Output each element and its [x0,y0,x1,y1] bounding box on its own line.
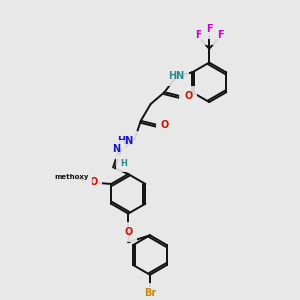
Text: HN: HN [168,71,184,81]
Text: N: N [112,144,120,154]
Text: O: O [124,227,132,237]
Text: F: F [195,30,202,40]
Text: O: O [160,120,169,130]
Text: H: H [121,159,128,168]
Text: HN: HN [117,136,133,146]
Text: O: O [89,177,98,187]
Text: F: F [217,30,224,40]
Text: O: O [184,91,192,101]
Text: methoxy: methoxy [55,174,89,180]
Text: F: F [206,24,212,34]
Text: Br: Br [144,287,156,298]
